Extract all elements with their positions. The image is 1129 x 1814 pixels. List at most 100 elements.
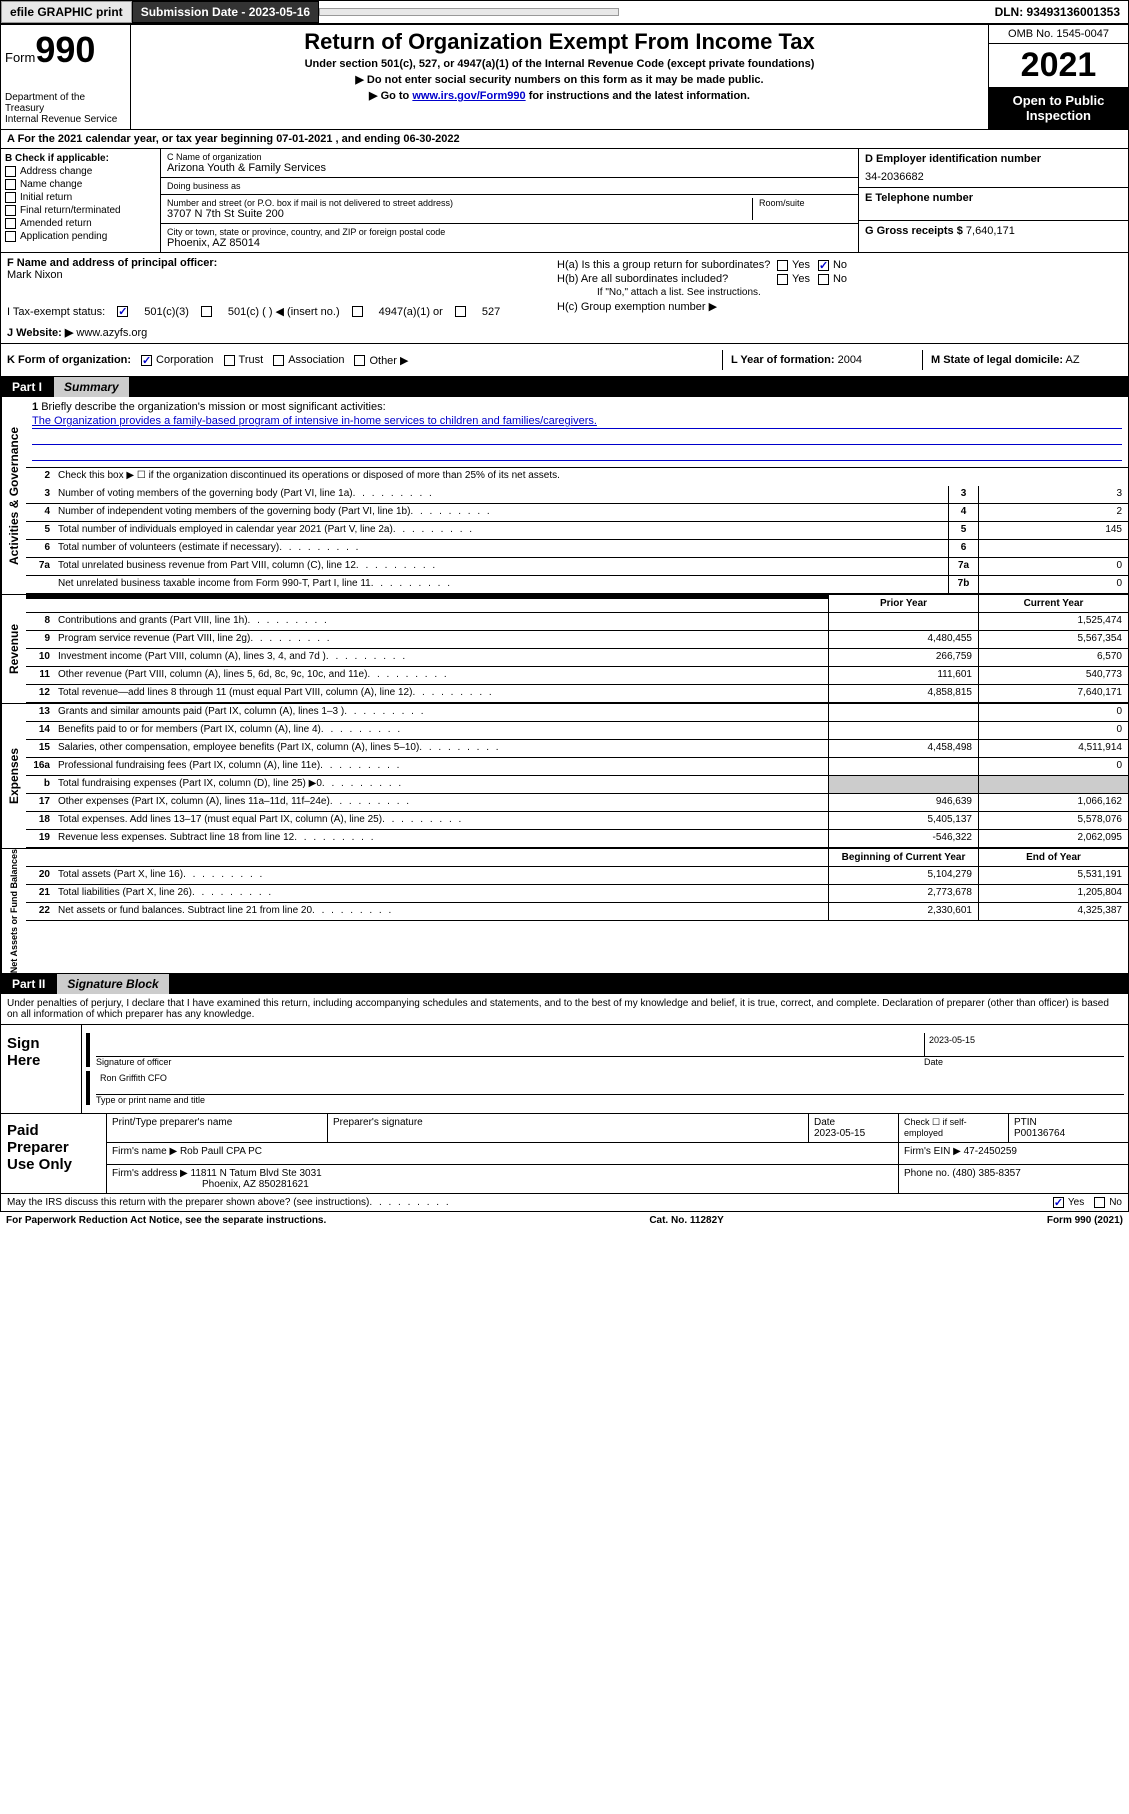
rev-header-row: Prior Year Current Year xyxy=(26,595,1128,613)
goto-post: for instructions and the latest informat… xyxy=(526,90,750,102)
paid-row-3: Firm's address ▶ 11811 N Tatum Blvd Ste … xyxy=(107,1165,1128,1193)
part-ii-title: Signature Block xyxy=(57,974,168,994)
part-i-label: Part I xyxy=(0,377,54,397)
sig-date-label: Date xyxy=(924,1057,1124,1067)
h-b-note: If "No," attach a list. See instructions… xyxy=(557,287,1122,298)
expenses-block: Expenses 13 Grants and similar amounts p… xyxy=(0,704,1129,849)
end-year-head: End of Year xyxy=(978,849,1128,866)
section-f-h: F Name and address of principal officer:… xyxy=(0,253,1129,344)
k-label: K Form of organization: xyxy=(7,354,131,366)
summary-line: 7a Total unrelated business revenue from… xyxy=(26,558,1128,576)
cb-trust[interactable] xyxy=(224,355,235,366)
summary-line: 5 Total number of individuals employed i… xyxy=(26,522,1128,540)
website-value: www.azyfs.org xyxy=(76,327,147,339)
part-i-header: Part I Summary xyxy=(0,377,1129,397)
cb-app-pending[interactable]: Application pending xyxy=(5,231,156,242)
governance-block: Activities & Governance 1 Briefly descri… xyxy=(0,397,1129,595)
dept-treasury: Department of the Treasury Internal Reve… xyxy=(5,92,126,125)
summary-line: 12 Total revenue—add lines 8 through 11 … xyxy=(26,685,1128,703)
cat-no: Cat. No. 11282Y xyxy=(649,1215,723,1226)
vert-net-assets: Net Assets or Fund Balances xyxy=(1,849,26,973)
paperwork-notice: For Paperwork Reduction Act Notice, see … xyxy=(6,1215,326,1226)
cb-address-change[interactable]: Address change xyxy=(5,166,156,177)
summary-line: 21 Total liabilities (Part X, line 26) 2… xyxy=(26,885,1128,903)
form-subtitle: Under section 501(c), 527, or 4947(a)(1)… xyxy=(135,58,984,70)
hb-yes[interactable] xyxy=(777,274,788,285)
part-ii-header: Part II Signature Block xyxy=(0,974,1129,994)
goto-pre: ▶ Go to xyxy=(369,90,412,102)
sign-here-block: Sign Here 2023-05-15 Signature of office… xyxy=(0,1025,1129,1114)
sig-officer-label: Signature of officer xyxy=(96,1057,924,1067)
b-title: B Check if applicable: xyxy=(5,153,156,164)
submission-date: Submission Date - 2023-05-16 xyxy=(132,1,319,23)
open-public-badge: Open to Public Inspection xyxy=(989,87,1128,129)
phone-block: E Telephone number xyxy=(859,187,1128,220)
col-c-org-info: C Name of organization Arizona Youth & F… xyxy=(161,149,858,252)
paid-preparer-label: Paid Preparer Use Only xyxy=(1,1114,106,1193)
cb-other[interactable] xyxy=(354,355,365,366)
paid-row-2: Firm's name ▶ Rob Paull CPA PC Firm's EI… xyxy=(107,1143,1128,1165)
summary-line: 17 Other expenses (Part IX, column (A), … xyxy=(26,794,1128,812)
summary-line: 16a Professional fundraising fees (Part … xyxy=(26,758,1128,776)
summary-line: 20 Total assets (Part X, line 16) 5,104,… xyxy=(26,867,1128,885)
irs-link[interactable]: www.irs.gov/Form990 xyxy=(412,90,525,102)
cb-501c[interactable] xyxy=(201,306,212,317)
room-label: Room/suite xyxy=(759,198,852,208)
net-header-row: Beginning of Current Year End of Year xyxy=(26,849,1128,867)
summary-line: 15 Salaries, other compensation, employe… xyxy=(26,740,1128,758)
gross-label: G Gross receipts $ xyxy=(865,225,963,237)
ptin-cell: PTINP00136764 xyxy=(1008,1114,1128,1142)
summary-line: 8 Contributions and grants (Part VIII, l… xyxy=(26,613,1128,631)
cb-527[interactable] xyxy=(455,306,466,317)
cb-assoc[interactable] xyxy=(273,355,284,366)
sig-name: Ron Griffith CFO xyxy=(96,1071,171,1094)
col-b-checkboxes: B Check if applicable: Address change Na… xyxy=(1,149,161,252)
summary-line: 19 Revenue less expenses. Subtract line … xyxy=(26,830,1128,848)
addr-label: Number and street (or P.O. box if mail i… xyxy=(167,198,752,208)
cb-corp[interactable] xyxy=(141,355,152,366)
discuss-no[interactable] xyxy=(1094,1197,1105,1208)
col-h-group: H(a) Is this a group return for subordin… xyxy=(551,253,1128,343)
cb-final-return[interactable]: Final return/terminated xyxy=(5,205,156,216)
ein-label: D Employer identification number xyxy=(865,153,1122,165)
hb-no[interactable] xyxy=(818,274,829,285)
website-label: J Website: ▶ xyxy=(7,327,73,339)
firm-ein-cell: Firm's EIN ▶ 47-2450259 xyxy=(898,1143,1128,1164)
address-block: Number and street (or P.O. box if mail i… xyxy=(161,195,858,224)
tax-exempt-label: I Tax-exempt status: xyxy=(7,306,105,318)
row-a-tax-year: A For the 2021 calendar year, or tax yea… xyxy=(0,130,1129,149)
tax-year: 2021 xyxy=(989,44,1128,87)
summary-line: 3 Number of voting members of the govern… xyxy=(26,486,1128,504)
officer-label: F Name and address of principal officer: xyxy=(7,257,545,269)
discuss-label: May the IRS discuss this return with the… xyxy=(7,1197,369,1208)
h-b-row: H(b) Are all subordinates included? Yes … xyxy=(557,273,1122,285)
cb-501c3[interactable] xyxy=(117,306,128,317)
ssn-warning: ▶ Do not enter social security numbers o… xyxy=(135,73,984,86)
top-bar: efile GRAPHIC print Submission Date - 20… xyxy=(0,0,1129,24)
summary-line: 9 Program service revenue (Part VIII, li… xyxy=(26,631,1128,649)
firm-phone-cell: Phone no. (480) 385-8357 xyxy=(898,1165,1128,1193)
cb-amended[interactable]: Amended return xyxy=(5,218,156,229)
firm-name-cell: Firm's name ▶ Rob Paull CPA PC xyxy=(107,1143,898,1164)
city-label: City or town, state or province, country… xyxy=(167,227,852,237)
cb-4947[interactable] xyxy=(352,306,363,317)
ha-yes[interactable] xyxy=(777,260,788,271)
gross-value: 7,640,171 xyxy=(966,225,1015,237)
cb-name-change[interactable]: Name change xyxy=(5,179,156,190)
part-ii-label: Part II xyxy=(0,974,57,994)
summary-line: 14 Benefits paid to or for members (Part… xyxy=(26,722,1128,740)
sign-right: 2023-05-15 Signature of officer Date Ron… xyxy=(81,1025,1128,1113)
sign-here-label: Sign Here xyxy=(1,1025,81,1113)
h-a-row: H(a) Is this a group return for subordin… xyxy=(557,259,1122,271)
paid-right: Print/Type preparer's name Preparer's si… xyxy=(106,1114,1128,1193)
briefly-label: Briefly describe the organization's miss… xyxy=(41,401,385,413)
sig-date-cell: 2023-05-15 xyxy=(924,1033,1124,1056)
goto-instructions: ▶ Go to www.irs.gov/Form990 for instruct… xyxy=(135,89,984,102)
row-k: K Form of organization: Corporation Trus… xyxy=(0,344,1129,377)
header-center: Return of Organization Exempt From Incom… xyxy=(131,25,988,129)
discuss-yes[interactable] xyxy=(1053,1197,1064,1208)
cb-initial-return[interactable]: Initial return xyxy=(5,192,156,203)
firm-addr-cell: Firm's address ▶ 11811 N Tatum Blvd Ste … xyxy=(107,1165,898,1193)
ha-no[interactable] xyxy=(818,260,829,271)
line-2: 2 Check this box ▶ ☐ if the organization… xyxy=(26,468,1128,486)
